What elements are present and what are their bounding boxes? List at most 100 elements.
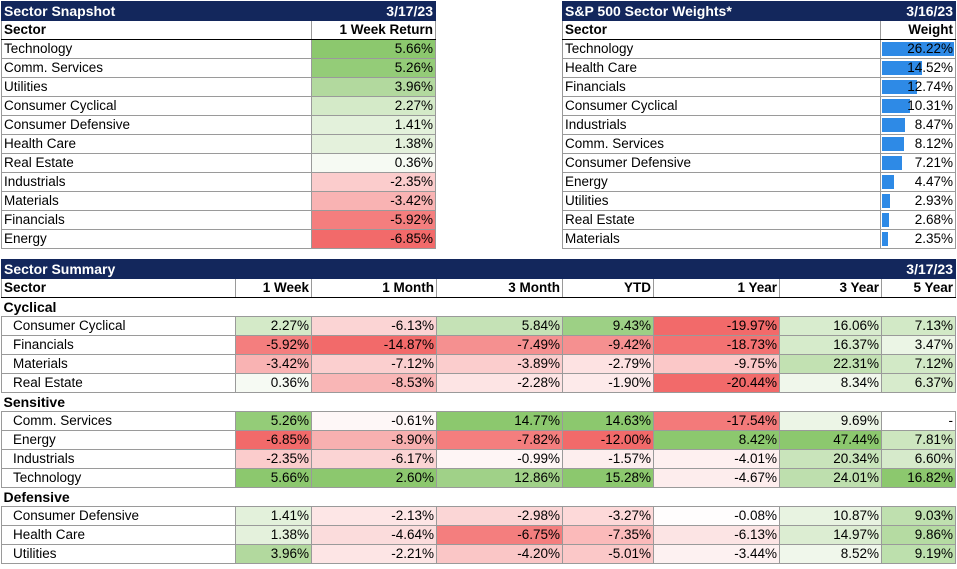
table-row: Materials -3.42% (1, 191, 436, 211)
value-cell: 8.42% (653, 430, 780, 450)
value-cell: 5.66% (235, 468, 312, 488)
weight-cell: 14.52% (880, 58, 956, 78)
column-header: Sector (1, 278, 236, 298)
weight-cell: 10.31% (880, 96, 956, 116)
table-row: Utilities 3.96% (1, 77, 436, 97)
value-cell: 7.81% (881, 430, 957, 450)
value-cell: 2.27% (235, 316, 312, 336)
value-cell: 12.86% (436, 468, 563, 488)
weight-bar (882, 175, 895, 189)
return-cell: 2.27% (311, 96, 436, 116)
snapshot-date: 3/17/23 (311, 1, 436, 21)
value-cell: 14.97% (778, 525, 883, 545)
weight-value: 2.93% (914, 193, 953, 208)
table-row: Health Care 14.52% (562, 58, 956, 78)
weight-value: 8.47% (914, 117, 953, 132)
group-label-row: Defensive (1, 487, 956, 507)
sector-name: Consumer Defensive (562, 153, 881, 173)
sector-name: Consumer Defensive (1, 115, 312, 135)
value-cell: 9.19% (881, 544, 957, 564)
table-row: Consumer Cyclical 2.27% (1, 96, 436, 116)
table-row: Health Care 1.38% -4.64% -6.75% -7.35% -6.13%… (1, 525, 957, 545)
value-cell: -9.75% (653, 354, 780, 374)
value-cell: -6.13% (653, 525, 780, 545)
value-cell: -1.57% (562, 449, 654, 469)
column-header: 3 Month (436, 278, 563, 298)
value-cell: -6.13% (311, 316, 437, 336)
return-cell: -3.42% (311, 191, 436, 211)
sector-name: Financials (562, 77, 881, 97)
table-row: Technology 5.66% 2.60% 12.86% 15.28% -4.67% 24… (1, 468, 957, 488)
value-cell: 9.43% (562, 316, 654, 336)
group-label: Defensive (1, 487, 956, 507)
value-cell: -2.79% (562, 354, 654, 374)
table-row: Consumer Defensive 1.41% (1, 115, 436, 135)
sector-name: Utilities (562, 191, 881, 211)
value-cell: 10.87% (778, 506, 883, 526)
value-cell: 9.86% (881, 525, 957, 545)
value-cell: 7.13% (881, 316, 957, 336)
table-row: Comm. Services 5.26% (1, 58, 436, 78)
value-cell: 6.37% (881, 373, 957, 393)
value-cell: 20.34% (778, 449, 883, 469)
weight-bar (882, 194, 891, 208)
value-cell: 24.01% (778, 468, 883, 488)
sector-name: Technology (562, 39, 881, 59)
sector-name: Comm. Services (562, 134, 881, 154)
value-cell: -14.87% (311, 335, 437, 355)
value-cell: 9.69% (778, 411, 883, 431)
return-cell: 0.36% (311, 153, 436, 173)
snapshot-rows: Technology 5.66% Comm. Services 5.26% Utilit… (1, 39, 436, 249)
weight-bar (882, 99, 911, 113)
value-cell: 8.52% (778, 544, 883, 564)
sector-name: Real Estate (1, 373, 236, 393)
table-row: Industrials -2.35% -6.17% -0.99% -1.57% -4.01… (1, 449, 957, 469)
value-cell: -5.92% (235, 335, 312, 355)
weights-rows: Technology 26.22% Health Care 14.52% Financi… (562, 39, 956, 249)
sector-name: Energy (1, 229, 312, 249)
value-cell: -5.01% (562, 544, 654, 564)
column-header: 3 Year (778, 278, 883, 298)
return-cell: 1.41% (311, 115, 436, 135)
table-row: Consumer Defensive 7.21% (562, 153, 956, 173)
value-cell: 16.37% (778, 335, 883, 355)
weight-bar (882, 61, 922, 75)
sector-name: Consumer Cyclical (1, 316, 236, 336)
value-cell: -12.00% (562, 430, 654, 450)
value-cell: 3.96% (235, 544, 312, 564)
value-cell: -3.44% (653, 544, 780, 564)
value-cell: -2.21% (311, 544, 437, 564)
weight-bar (882, 118, 906, 132)
weight-bar (882, 80, 917, 94)
column-header: 1 Year (653, 278, 780, 298)
sector-snapshot-table: Sector Snapshot 3/17/23 Sector 1 Week Re… (1, 1, 436, 249)
value-cell: -9.42% (562, 335, 654, 355)
value-cell: 1.41% (235, 506, 312, 526)
weights-col-sector: Sector (562, 20, 881, 40)
weight-cell: 8.47% (880, 115, 956, 135)
table-row: Utilities 2.93% (562, 191, 956, 211)
return-cell: -6.85% (311, 229, 436, 249)
table-row: Health Care 1.38% (1, 134, 436, 154)
column-header: 1 Week (235, 278, 312, 298)
weight-value: 8.12% (914, 136, 953, 151)
table-row: Technology 5.66% (1, 39, 436, 59)
value-cell: 6.60% (881, 449, 957, 469)
value-cell: -7.49% (436, 335, 563, 355)
table-row: Consumer Cyclical 2.27% -6.13% 5.84% 9.43% -1… (1, 316, 957, 336)
sector-name: Real Estate (562, 210, 881, 230)
table-row: Financials -5.92% -14.87% -7.49% -9.42% -18.7… (1, 335, 957, 355)
value-cell: 8.34% (778, 373, 883, 393)
value-cell: 1.38% (235, 525, 312, 545)
table-row: Financials -5.92% (1, 210, 436, 230)
return-cell: -5.92% (311, 210, 436, 230)
value-cell: 16.06% (778, 316, 883, 336)
sector-name: Technology (1, 39, 312, 59)
weight-bar (882, 156, 902, 170)
table-row: Financials 12.74% (562, 77, 956, 97)
sector-name: Utilities (1, 544, 236, 564)
value-cell: -2.35% (235, 449, 312, 469)
return-cell: -2.35% (311, 172, 436, 192)
table-row: Industrials 8.47% (562, 115, 956, 135)
snapshot-col-sector: Sector (1, 20, 312, 40)
